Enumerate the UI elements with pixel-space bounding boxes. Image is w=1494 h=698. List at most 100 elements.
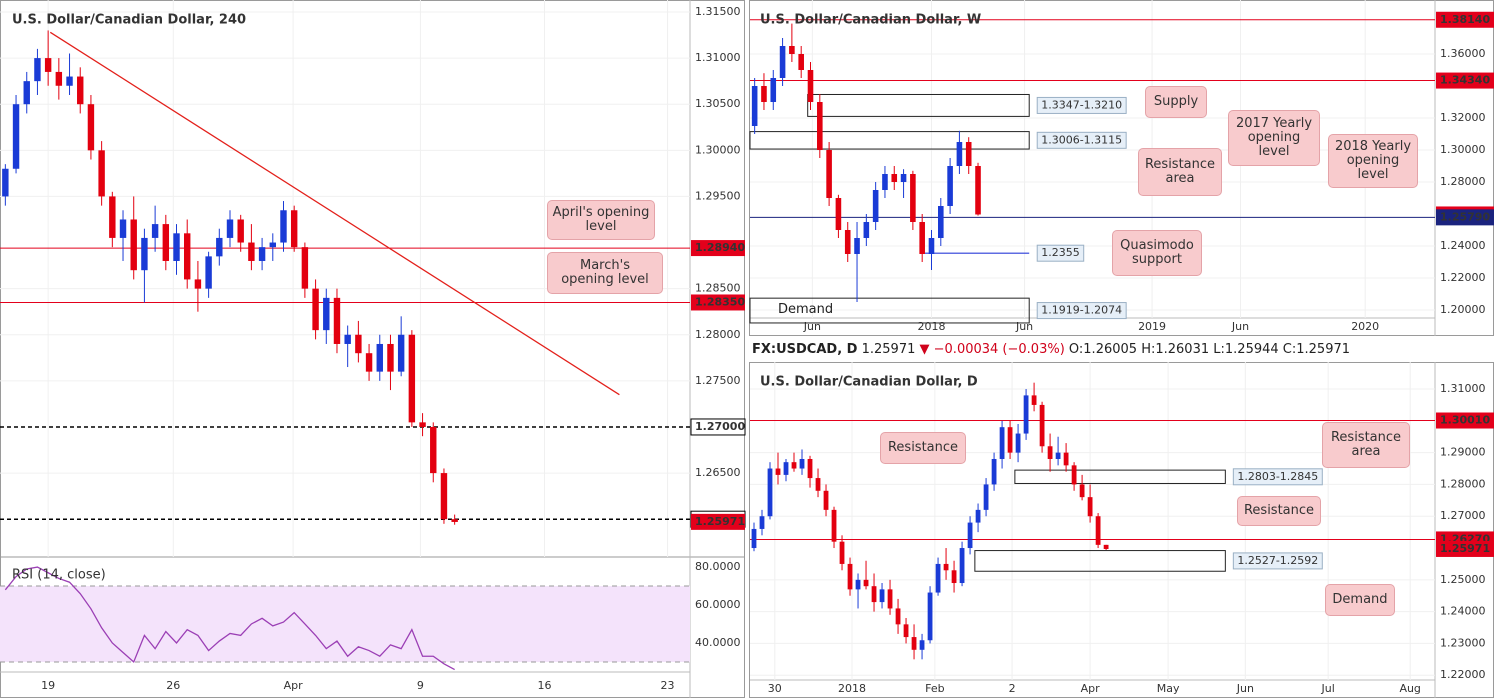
zone-label-box (1036, 96, 1127, 114)
callout: 2018 Yearly opening level (1328, 134, 1418, 188)
candle-body (23, 81, 30, 105)
low: L:1.25944 (1213, 342, 1279, 357)
y-tick-label: 1.22000 (1440, 668, 1486, 681)
rsi-line (4, 566, 455, 671)
y-tick-label: 1.30500 (695, 97, 741, 110)
candle-body (807, 70, 814, 102)
candle-body (269, 242, 276, 248)
chart-title: U.S. Dollar/Canadian Dollar, 240 (12, 13, 246, 28)
candle-body (237, 219, 244, 243)
candle-body (911, 637, 917, 650)
candle-body (799, 458, 805, 469)
x-tick-label: Jun (1236, 682, 1254, 695)
candle-body (312, 288, 319, 331)
candle-body (959, 548, 965, 584)
callout: Quasimodo support (1112, 230, 1202, 276)
candle-body (835, 198, 842, 230)
candle-body (770, 78, 777, 102)
x-tick-label: 2018 (838, 682, 866, 695)
candle-body (1063, 452, 1069, 466)
candle-body (1087, 497, 1093, 517)
candle-body (194, 279, 202, 289)
level-label-box (691, 513, 745, 530)
candle-body (419, 422, 426, 427)
level-label-box (1436, 209, 1494, 226)
candle-body (815, 478, 821, 491)
x-tick-label: 2018 (917, 320, 945, 333)
zone (807, 93, 1030, 117)
candle-body (991, 458, 997, 485)
y-tick-label: 80.0000 (695, 560, 741, 573)
x-tick-label: 26 (166, 679, 180, 692)
x-tick-label: 30 (768, 682, 782, 695)
level-label-box (690, 418, 746, 436)
candle-body (1071, 465, 1077, 485)
candle-body (951, 570, 957, 584)
y-tick-label: 1.32000 (1440, 111, 1486, 124)
candle-body (216, 237, 223, 257)
x-tick-label: Jul (1321, 682, 1335, 695)
candle-body (919, 222, 925, 254)
zone-label-box (1036, 131, 1127, 149)
x-tick-label: Aug (1399, 682, 1420, 695)
level-label: 1.28350 (695, 295, 745, 308)
candle-body (956, 142, 963, 166)
candle-body (1007, 427, 1013, 453)
callout: Resistance area (1138, 148, 1222, 196)
candle-body (1039, 404, 1045, 447)
candle-body (1103, 544, 1109, 549)
candle-body (887, 589, 893, 609)
candle-body (839, 541, 845, 564)
candle-body (863, 222, 870, 238)
level-label-box (691, 294, 745, 311)
candle-body (226, 219, 234, 238)
candle-body (871, 586, 877, 603)
level-label: 1.25971 (695, 515, 745, 528)
y-tick-label: 1.27000 (1440, 509, 1486, 522)
y-tick-label: 1.30000 (695, 143, 741, 156)
annotation-text: Demand (778, 302, 834, 317)
zone-label: 1.2803-1.2845 (1237, 470, 1318, 483)
candle-body (344, 334, 351, 344)
candle-body (826, 150, 832, 198)
y-tick-label: 1.31000 (695, 51, 741, 64)
rsi-band (0, 586, 690, 662)
y-tick-label: 1.26500 (695, 466, 741, 479)
y-tick-label: 1.24000 (1440, 239, 1486, 252)
x-tick-label: 19 (41, 679, 55, 692)
candle-body (77, 76, 84, 105)
y-tick-label: 1.31500 (695, 5, 741, 18)
y-tick-label: 1.24000 (1440, 605, 1486, 618)
candle-body (119, 219, 127, 238)
x-tick-label: Jun (1015, 320, 1033, 333)
candle-body (248, 242, 255, 261)
candle-body (928, 238, 935, 254)
zone (749, 297, 1030, 324)
open: O:1.26005 (1068, 342, 1138, 357)
level-label: 1.25790 (1440, 210, 1490, 223)
candle-body (919, 640, 925, 650)
candle-body (109, 196, 116, 238)
y-tick-label: 1.28000 (1440, 477, 1486, 490)
zone-label: 1.2527-1.2592 (1237, 554, 1318, 567)
x-tick-label: Apr (1081, 682, 1101, 695)
candle-body (965, 142, 972, 166)
candle-body (895, 608, 901, 625)
chart-title: U.S. Dollar/Canadian Dollar, W (760, 13, 981, 28)
candle-body (44, 58, 52, 72)
candle-body (1095, 516, 1101, 545)
candle-body (789, 46, 795, 54)
y-tick-label: 1.25000 (1440, 573, 1486, 586)
zone-label: 1.3006-1.3115 (1041, 133, 1122, 146)
level-label-box (1436, 11, 1494, 28)
y-tick-label: 40.0000 (695, 636, 741, 649)
zone-label: 1.1919-1.2074 (1041, 304, 1122, 317)
y-tick-label: 1.30000 (1440, 143, 1486, 156)
symbol: FX:USDCAD, D (752, 342, 858, 357)
candle-body (430, 426, 437, 474)
x-tick-label: 2019 (1138, 320, 1166, 333)
level-label: 1.30010 (1440, 414, 1490, 427)
candle-body (1047, 446, 1053, 459)
